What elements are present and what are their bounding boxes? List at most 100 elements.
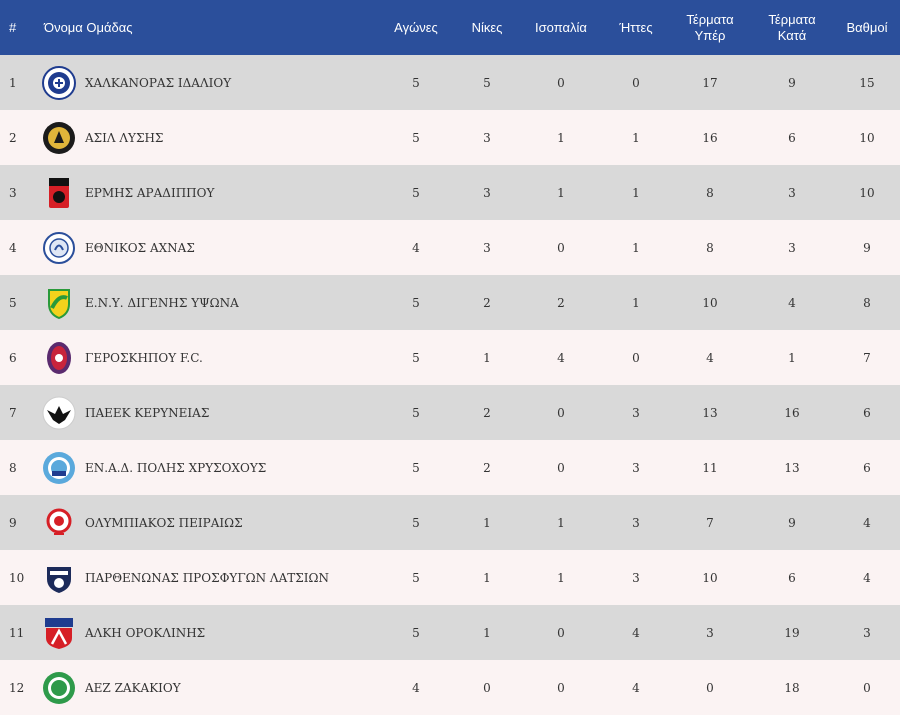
cell-wins: 1 [483,625,491,640]
cell-position: 4 [9,240,17,255]
ermis-crest-icon [42,176,76,210]
cell-goals-against: 19 [784,625,800,640]
cell-losses: 1 [632,240,640,255]
cell-position: 8 [9,460,17,475]
team-info: ΕΡΜΗΣ ΑΡΑΔΙΠΠΟΥ [42,176,378,210]
cell-position: 12 [9,680,25,695]
cell-losses: 3 [632,405,640,420]
cell-points: 7 [863,350,871,365]
cell-wins: 2 [483,460,491,475]
cell-points: 8 [863,295,871,310]
team-name: ΑΕΖ ΖΑΚΑΚΙΟΥ [85,680,181,695]
cell-goals-against: 13 [784,460,800,475]
table-row: 12 ΑΕΖ ΖΑΚΑΚΙΟΥ 4 0 0 4 0 18 0 [0,660,900,715]
cell-position: 10 [9,570,25,585]
cell-team: ΟΛΥΜΠΙΑΚΟΣ ΠΕΙΡΑΙΩΣ [38,495,378,550]
team-info: ΑΛΚΗ ΟΡΟΚΛΙΝΗΣ [42,616,378,650]
cell-points: 0 [863,680,871,695]
parthenonas-crest-icon [42,561,76,595]
table-row: 10 ΠΑΡΘΕΝΩΝΑΣ ΠΡΟΣΦΥΓΩΝ ΛΑΤΣΙΩΝ 5 1 1 3 10 6 4 [0,550,900,605]
cell-team: ΑΕΖ ΖΑΚΑΚΙΟΥ [38,660,378,715]
team-info: ΕΘΝΙΚΟΣ ΑΧΝΑΣ [42,231,378,265]
cell-points: 15 [859,75,875,90]
geroskipou-crest-icon [42,341,76,375]
cell-position: 9 [9,515,17,530]
cell-goals-against: 9 [788,75,796,90]
cell-draws: 1 [557,130,565,145]
team-name: ΠΑΡΘΕΝΩΝΑΣ ΠΡΟΣΦΥΓΩΝ ΛΑΤΣΙΩΝ [85,570,329,585]
cell-team: ΕΝ.Α.Δ. ΠΟΛΗΣ ΧΡΥΣΟΧΟΥΣ [38,440,378,495]
cell-wins: 0 [483,680,491,695]
cell-wins: 3 [483,130,491,145]
cell-losses: 1 [632,295,640,310]
team-info: ΑΣΙΛ ΛΥΣΗΣ [42,121,378,155]
table-row: 8 ΕΝ.Α.Δ. ΠΟΛΗΣ ΧΡΥΣΟΧΟΥΣ 5 2 0 3 11 13 6 [0,440,900,495]
enad-crest-icon [42,451,76,485]
cell-played: 5 [412,130,420,145]
team-name: ΟΛΥΜΠΙΑΚΟΣ ΠΕΙΡΑΙΩΣ [85,515,243,530]
cell-goals-against: 6 [788,570,796,585]
cell-wins: 1 [483,515,491,530]
cell-points: 4 [863,570,871,585]
cell-team: ΧΑΛΚΑΝΟΡΑΣ ΙΔΑΛΙΟΥ [38,55,378,110]
cell-goals-against: 3 [788,240,796,255]
header-goals-for-line1: Τέρματα [686,11,734,27]
cell-position: 5 [9,295,17,310]
cell-played: 5 [412,570,420,585]
header-goals-against-line1: Τέρματα [768,11,816,27]
cell-team: Ε.Ν.Υ. ΔΙΓΕΝΗΣ ΥΨΩΝΑ [38,275,378,330]
alki-crest-icon [42,616,76,650]
team-name: ΑΛΚΗ ΟΡΟΚΛΙΝΗΣ [85,625,206,640]
cell-losses: 4 [632,625,640,640]
cell-losses: 0 [632,75,640,90]
cell-losses: 1 [632,185,640,200]
cell-draws: 0 [557,240,565,255]
cell-position: 3 [9,185,17,200]
asil-crest-icon [42,121,76,155]
cell-wins: 1 [483,350,491,365]
team-info: ΟΛΥΜΠΙΑΚΟΣ ΠΕΙΡΑΙΩΣ [42,506,378,540]
cell-played: 5 [412,185,420,200]
cell-played: 5 [412,515,420,530]
cell-goals-for: 13 [702,405,718,420]
team-name: ΠΑΕΕΚ ΚΕΡΥΝΕΙΑΣ [85,405,210,420]
cell-goals-against: 3 [788,185,796,200]
team-name: ΧΑΛΚΑΝΟΡΑΣ ΙΔΑΛΙΟΥ [85,75,232,90]
header-goals-against: Τέρματα Κατά [750,0,834,55]
table-row: 5 Ε.Ν.Υ. ΔΙΓΕΝΗΣ ΥΨΩΝΑ 5 2 2 1 10 4 8 [0,275,900,330]
cell-played: 4 [412,680,420,695]
team-info: ΑΕΖ ΖΑΚΑΚΙΟΥ [42,671,378,705]
cell-draws: 0 [557,625,565,640]
cell-team: ΑΣΙΛ ΛΥΣΗΣ [38,110,378,165]
cell-goals-against: 16 [784,405,800,420]
cell-points: 3 [863,625,871,640]
cell-played: 4 [412,240,420,255]
cell-goals-for: 8 [706,240,714,255]
cell-team: ΓΕΡΟΣΚΗΠΟΥ F.C. [38,330,378,385]
cell-goals-for: 7 [706,515,714,530]
cell-draws: 1 [557,570,565,585]
team-name: ΓΕΡΟΣΚΗΠΟΥ F.C. [85,350,203,365]
cell-played: 5 [412,295,420,310]
digenis-crest-icon [42,286,76,320]
cell-played: 5 [412,75,420,90]
table-row: 4 ΕΘΝΙΚΟΣ ΑΧΝΑΣ 4 3 0 1 8 3 9 [0,220,900,275]
cell-position: 1 [9,75,17,90]
cell-goals-for: 3 [706,625,714,640]
cell-wins: 2 [483,405,491,420]
cell-losses: 1 [632,130,640,145]
cell-losses: 3 [632,460,640,475]
cell-draws: 0 [557,460,565,475]
cell-played: 5 [412,625,420,640]
cell-losses: 4 [632,680,640,695]
cell-played: 5 [412,460,420,475]
ethnikos-crest-icon [42,231,76,265]
olympiakos-crest-icon [42,506,76,540]
cell-goals-for: 4 [706,350,714,365]
team-name: Ε.Ν.Υ. ΔΙΓΕΝΗΣ ΥΨΩΝΑ [85,295,239,310]
cell-goals-against: 9 [788,515,796,530]
header-draws: Ισοπαλία [535,19,587,35]
cell-losses: 0 [632,350,640,365]
cell-position: 11 [9,625,25,640]
team-name: ΕΡΜΗΣ ΑΡΑΔΙΠΠΟΥ [85,185,215,200]
